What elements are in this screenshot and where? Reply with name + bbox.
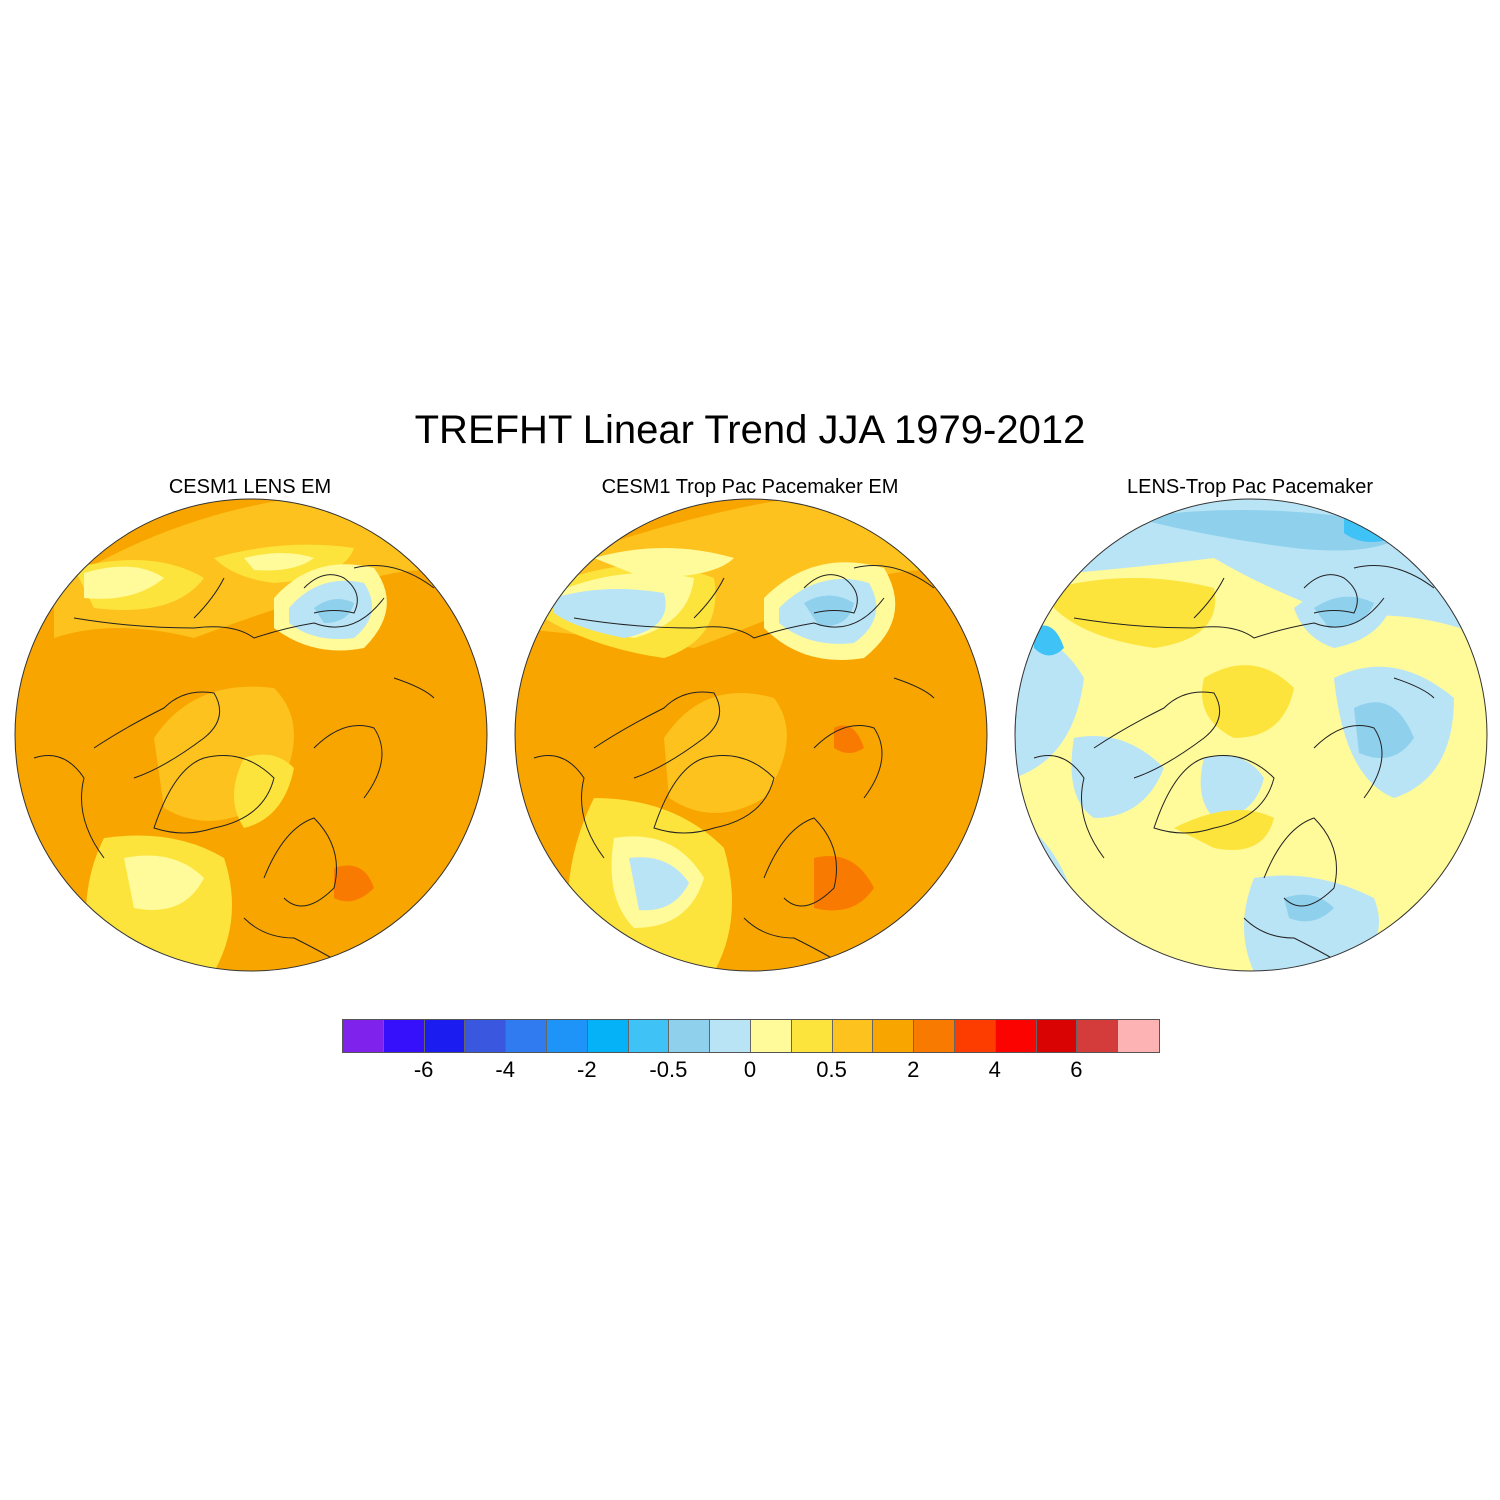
colorbar-swatch [628,1020,670,1052]
colorbar-tick-label: 0 [743,1057,757,1082]
map-pacemaker-em [514,498,988,972]
colorbar-swatch [791,1020,833,1052]
panel-title-pacemaker: CESM1 Trop Pac Pacemaker EM [601,476,899,498]
colorbar-tick-label: -6 [413,1057,434,1082]
colorbar [342,1019,1160,1053]
panel-title-lens: CESM1 LENS EM [168,476,332,498]
colorbar-swatch [954,1020,996,1052]
colorbar-tick-label: 0.5 [816,1057,847,1082]
colorbar-tick-label: -2 [577,1057,597,1082]
colorbar-swatch [669,1020,711,1052]
figure-title: TREFHT Linear Trend JJA 1979-2012 [414,408,1086,452]
colorbar-tick-label: 2 [907,1057,920,1082]
colorbar-tick-label: -0.5 [649,1057,688,1082]
panel-title-difference: LENS-Trop Pac Pacemaker [1126,476,1373,498]
colorbar-swatch [750,1020,792,1052]
colorbar-swatch [546,1020,588,1052]
colorbar-swatch [424,1020,466,1052]
colorbar-swatch [587,1020,629,1052]
colorbar-swatch [710,1020,751,1052]
colorbar-tick-label: 6 [1070,1057,1083,1082]
map-lens-em [14,498,488,972]
colorbar-tick-label: 4 [988,1057,1001,1082]
colorbar-swatch [343,1020,384,1052]
colorbar-swatch [506,1020,547,1052]
colorbar-swatch [1118,1020,1159,1052]
colorbar-swatch [873,1020,915,1052]
colorbar-swatch [383,1020,425,1052]
colorbar-swatch [914,1020,955,1052]
colorbar-swatch [1036,1020,1078,1052]
colorbar-swatch [995,1020,1037,1052]
colorbar-swatch [832,1020,874,1052]
colorbar-swatch [1077,1020,1119,1052]
map-difference [1014,498,1488,972]
colorbar-swatch [465,1020,507,1052]
colorbar-tick-label: -4 [495,1057,515,1082]
